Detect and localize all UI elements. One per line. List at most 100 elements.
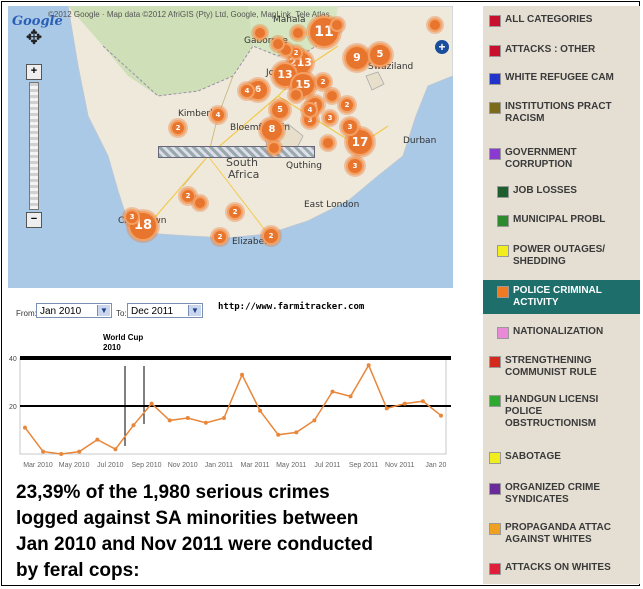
legend-item[interactable]: HANDGUN LICENSI POLICE OBSTRUCTIONISM <box>483 394 640 430</box>
legend-item[interactable]: ATTACKS : OTHER <box>483 44 640 57</box>
x-tick-label: Mar 2011 <box>241 462 270 469</box>
incident-cluster-marker[interactable]: 11 <box>308 16 340 48</box>
incident-cluster-marker[interactable]: 4 <box>210 107 226 123</box>
incident-cluster-marker[interactable]: 9 <box>344 45 370 71</box>
legend-item[interactable]: INSTITUTIONS PRACT RACISM <box>483 101 640 125</box>
data-point <box>95 437 100 442</box>
data-point <box>185 416 190 420</box>
google-logo: Google <box>12 14 63 29</box>
map-place-label: Mahala <box>273 15 306 25</box>
data-point <box>384 406 389 411</box>
zoom-slider[interactable]: + − <box>26 64 42 228</box>
data-point <box>402 401 407 406</box>
legend-swatch-icon <box>489 45 501 57</box>
legend-item-label: SABOTAGE <box>505 451 561 462</box>
incident-cluster-marker[interactable]: 2 <box>212 229 228 245</box>
legend-item-label: ORGANIZED CRIME SYNDICATES <box>505 482 600 505</box>
chevron-down-icon[interactable]: ▼ <box>97 305 110 316</box>
incident-marker[interactable] <box>289 88 303 102</box>
incident-marker[interactable] <box>253 26 267 40</box>
incident-marker[interactable] <box>193 196 207 210</box>
incident-cluster-marker[interactable]: 5 <box>270 100 290 120</box>
legend-item-label: ALL CATEGORIES <box>505 14 593 25</box>
incident-cluster-marker[interactable]: 8 <box>260 118 284 142</box>
incident-cluster-marker[interactable]: 3 <box>346 157 364 175</box>
incident-cluster-marker[interactable]: 18 <box>128 211 158 241</box>
data-point <box>167 418 172 423</box>
incident-cluster-marker[interactable]: 2 <box>170 120 186 136</box>
incident-cluster-marker[interactable]: 5 <box>368 43 392 67</box>
y-tick-label: 20 <box>9 404 17 411</box>
from-month-select[interactable]: Jan 2010 ▼ <box>36 303 112 318</box>
expand-icon[interactable]: + <box>435 40 449 54</box>
data-point <box>23 425 27 430</box>
legend-item[interactable]: STRENGTHENING COMMUNIST RULE <box>483 355 640 379</box>
caption-line: 23,39% of the 1,980 serious crimes <box>16 482 330 503</box>
incident-cluster-marker[interactable]: 4 <box>239 83 255 99</box>
from-label: From: <box>16 309 37 318</box>
map-place-label: Quthing <box>286 161 322 171</box>
incident-marker[interactable] <box>428 18 442 32</box>
legend-item[interactable]: ORGANIZED CRIME SYNDICATES <box>483 482 640 506</box>
data-point <box>439 413 443 418</box>
x-tick-label: Nov 2010 <box>168 462 198 469</box>
legend-item[interactable]: GOVERNMENT CORRUPTION <box>483 147 640 171</box>
legend-item-label: PROPAGANDA ATTAC AGAINST WHITES <box>505 522 611 545</box>
legend-swatch-icon <box>497 186 509 198</box>
chevron-down-icon[interactable]: ▼ <box>188 305 201 316</box>
data-point <box>59 452 64 456</box>
zoom-track[interactable] <box>29 82 39 210</box>
x-tick-label: Jul 2011 <box>314 462 340 469</box>
x-tick-label: Jan 2011 <box>205 462 233 469</box>
incident-cluster-marker[interactable]: 2 <box>339 97 355 113</box>
pan-control-icon[interactable]: ✥ <box>25 27 43 49</box>
incident-cluster-marker[interactable]: 2 <box>180 188 196 204</box>
to-month-select[interactable]: Dec 2011 ▼ <box>127 303 203 318</box>
incident-cluster-marker[interactable]: 3 <box>341 118 359 136</box>
legend-item[interactable]: MUNICIPAL PROBL <box>483 214 640 227</box>
crime-map[interactable]: ©2012 Google · Map data ©2012 AfriGIS (P… <box>8 6 453 288</box>
incident-cluster-marker[interactable]: 3 <box>124 209 140 225</box>
incident-cluster-marker[interactable]: 3 <box>323 111 337 125</box>
data-point <box>131 423 136 428</box>
legend-item[interactable]: SABOTAGE <box>483 451 640 464</box>
incident-marker[interactable] <box>271 37 285 51</box>
data-point <box>312 418 317 423</box>
map-place-label: Kimberley <box>178 109 224 119</box>
series-line <box>24 363 442 455</box>
legend-item-label: ATTACKS ON WHITES <box>505 562 611 573</box>
x-tick-label: May 2011 <box>276 462 306 469</box>
incident-cluster-marker[interactable]: 2 <box>227 204 243 220</box>
legend-item[interactable]: POLICE CRIMINAL ACTIVITY <box>483 280 640 314</box>
legend-item[interactable]: ALL CATEGORIES <box>483 14 640 27</box>
crime-trend-chart: 40 20 Mar 2010 May 2010 Jul 2010 Sep 2010 Nov … <box>8 350 453 475</box>
map-place-label: Swaziland <box>368 62 414 72</box>
legend-item-label: INSTITUTIONS PRACT RACISM <box>505 101 612 124</box>
data-point <box>294 430 299 435</box>
incident-marker[interactable] <box>321 136 335 150</box>
data-point <box>420 399 425 404</box>
legend-item[interactable]: POWER OUTAGES/ SHEDDING <box>483 244 640 268</box>
legend-item-label: GOVERNMENT CORRUPTION <box>505 147 577 170</box>
legend-item[interactable]: WHITE REFUGEE CAM <box>483 72 640 85</box>
caption-line: by feral cops: <box>16 560 140 581</box>
incident-marker[interactable] <box>330 18 344 32</box>
caption: 23,39% of the 1,980 serious crimes logge… <box>16 480 456 584</box>
incident-marker[interactable] <box>291 26 305 40</box>
data-point <box>149 401 154 406</box>
legend-item[interactable]: ATTACKS ON WHITES <box>483 562 640 575</box>
legend-item-label: NATIONALIZATION <box>513 326 604 337</box>
legend-item[interactable]: PROPAGANDA ATTAC AGAINST WHITES <box>483 522 640 546</box>
zoom-in-icon[interactable]: + <box>26 64 42 80</box>
incident-cluster-marker[interactable]: 4 <box>302 102 318 118</box>
incident-marker[interactable] <box>325 89 339 103</box>
incident-marker[interactable] <box>267 141 281 155</box>
legend-swatch-icon <box>489 483 501 495</box>
source-url[interactable]: http://www.farmitracker.com <box>218 302 365 312</box>
legend-item[interactable]: JOB LOSSES <box>483 185 640 198</box>
zoom-out-icon[interactable]: − <box>26 212 42 228</box>
incident-cluster-marker[interactable]: 2 <box>262 227 280 245</box>
incident-cluster-marker[interactable]: 2 <box>315 74 331 90</box>
x-tick-label: Jan 20 <box>425 462 446 469</box>
legend-item[interactable]: NATIONALIZATION <box>483 326 640 339</box>
